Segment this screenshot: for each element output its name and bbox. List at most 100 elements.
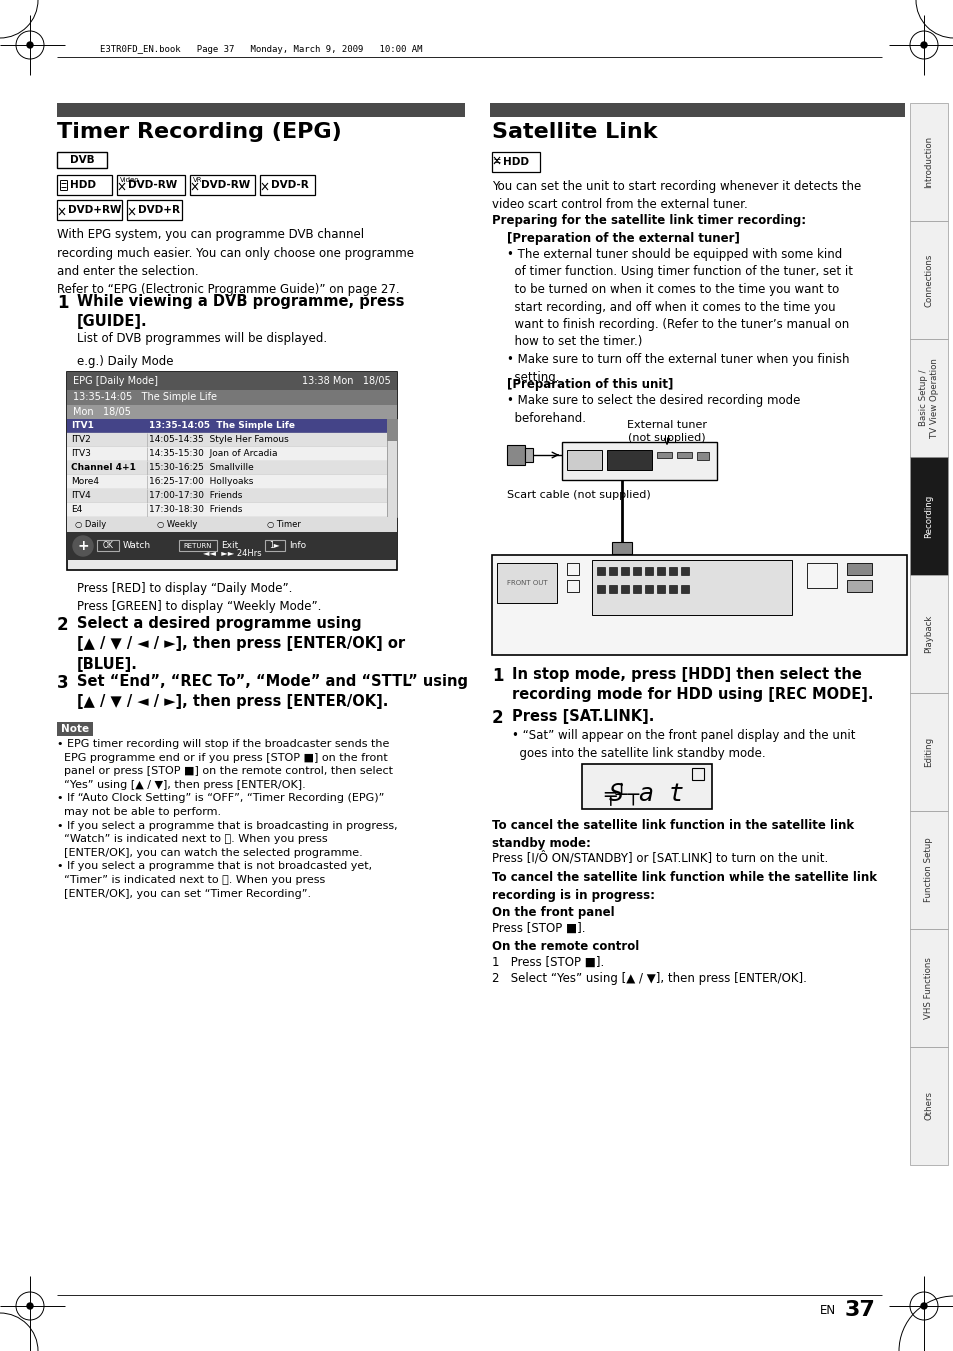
Bar xyxy=(909,693,947,811)
Bar xyxy=(67,461,387,476)
Text: 15:30-16:25  Smallville: 15:30-16:25 Smallville xyxy=(149,463,253,473)
Bar xyxy=(597,585,604,593)
Text: Recording: Recording xyxy=(923,494,933,538)
Bar xyxy=(506,444,524,465)
Bar xyxy=(657,585,664,593)
Bar xyxy=(566,563,578,576)
Bar xyxy=(490,103,904,115)
Text: S a t: S a t xyxy=(609,782,684,807)
Text: 16:25-17:00  Hollyoaks: 16:25-17:00 Hollyoaks xyxy=(149,477,253,486)
Bar xyxy=(387,419,396,440)
Text: You can set the unit to start recording whenever it detects the
video scart cont: You can set the unit to start recording … xyxy=(492,180,861,211)
Text: On the front panel: On the front panel xyxy=(492,907,614,919)
Text: 17:30-18:30  Friends: 17:30-18:30 Friends xyxy=(149,505,242,515)
Text: ○ Weekly: ○ Weekly xyxy=(157,520,197,530)
Text: More4: More4 xyxy=(71,477,99,486)
Bar xyxy=(597,567,604,576)
Text: ○ Daily: ○ Daily xyxy=(75,520,106,530)
Text: OK: OK xyxy=(103,540,113,550)
Bar xyxy=(909,929,947,1047)
Text: While viewing a DVB programme, press
[GUIDE].: While viewing a DVB programme, press [GU… xyxy=(77,295,404,330)
Text: • EPG timer recording will stop if the broadcaster sends the
  EPG programme end: • EPG timer recording will stop if the b… xyxy=(57,739,397,898)
Bar xyxy=(490,115,904,118)
Bar xyxy=(846,563,871,576)
Text: Timer Recording (EPG): Timer Recording (EPG) xyxy=(57,122,341,142)
Text: Set “End”, “REC To”, “Mode” and “STTL” using
[▲ / ▼ / ◄ / ►], then press [ENTER/: Set “End”, “REC To”, “Mode” and “STTL” u… xyxy=(77,674,468,709)
Bar xyxy=(581,765,711,809)
Text: 17:00-17:30  Friends: 17:00-17:30 Friends xyxy=(149,492,242,500)
Bar xyxy=(668,585,677,593)
Bar xyxy=(620,585,628,593)
Text: External tuner
(not supplied): External tuner (not supplied) xyxy=(626,420,706,443)
Text: Basic Setup /
TV View Operation: Basic Setup / TV View Operation xyxy=(919,358,938,438)
Bar xyxy=(668,567,677,576)
Bar xyxy=(97,540,119,551)
Bar xyxy=(57,721,92,736)
Text: To cancel the satellite link function in the satellite link
standby mode:: To cancel the satellite link function in… xyxy=(492,819,853,850)
Circle shape xyxy=(27,1302,33,1309)
Text: [Preparation of this unit]: [Preparation of this unit] xyxy=(506,378,673,390)
Text: 1: 1 xyxy=(57,295,69,312)
Text: Satellite Link: Satellite Link xyxy=(492,122,657,142)
Bar xyxy=(67,503,387,517)
Text: 37: 37 xyxy=(844,1300,875,1320)
Text: [Preparation of the external tuner]: [Preparation of the external tuner] xyxy=(506,232,740,245)
Text: DVD-R: DVD-R xyxy=(271,180,309,190)
Bar xyxy=(67,372,396,390)
Text: EN: EN xyxy=(820,1304,835,1316)
Text: 2: 2 xyxy=(57,616,69,634)
Text: Watch: Watch xyxy=(123,540,151,550)
Text: 14:05-14:35  Style Her Famous: 14:05-14:35 Style Her Famous xyxy=(149,435,289,444)
Text: Mon   18/05: Mon 18/05 xyxy=(73,407,131,417)
Text: ITV4: ITV4 xyxy=(71,492,91,500)
Bar xyxy=(909,576,947,693)
Text: Info: Info xyxy=(289,540,306,550)
Bar xyxy=(67,390,396,405)
Bar xyxy=(524,449,533,462)
Text: 1   Press [STOP ■].: 1 Press [STOP ■]. xyxy=(492,957,603,969)
Text: Connections: Connections xyxy=(923,254,933,307)
Text: • Make sure to select the desired recording mode
  beforehand.: • Make sure to select the desired record… xyxy=(506,394,800,424)
Bar xyxy=(608,567,617,576)
Bar xyxy=(67,476,387,489)
Bar xyxy=(680,585,688,593)
Text: DVD-RW: DVD-RW xyxy=(128,180,177,190)
Text: 2: 2 xyxy=(492,709,503,727)
Text: DVD-RW: DVD-RW xyxy=(201,180,250,190)
Bar xyxy=(909,1047,947,1165)
Bar xyxy=(117,176,185,195)
Bar xyxy=(67,532,396,561)
Bar xyxy=(67,517,396,532)
Bar xyxy=(697,453,708,459)
Bar xyxy=(606,450,651,470)
Bar xyxy=(67,419,387,434)
Text: 13:35-14:05  The Simple Life: 13:35-14:05 The Simple Life xyxy=(149,422,294,431)
Text: HDD: HDD xyxy=(70,180,96,190)
Bar xyxy=(909,103,947,222)
Text: ITV1: ITV1 xyxy=(71,422,93,431)
Text: 13:38 Mon   18/05: 13:38 Mon 18/05 xyxy=(302,376,391,386)
Bar xyxy=(492,153,539,172)
Text: In stop mode, press [HDD] then select the
recording mode for HDD using [REC MODE: In stop mode, press [HDD] then select th… xyxy=(512,667,873,703)
Text: ╤┴┬: ╤┴┬ xyxy=(604,782,639,805)
Text: Function Setup: Function Setup xyxy=(923,838,933,902)
Bar xyxy=(67,489,387,503)
Text: Introduction: Introduction xyxy=(923,136,933,188)
Text: e.g.) Daily Mode: e.g.) Daily Mode xyxy=(77,355,173,367)
Bar xyxy=(57,103,464,115)
Bar xyxy=(680,567,688,576)
Text: 1: 1 xyxy=(492,667,503,685)
Text: With EPG system, you can programme DVB channel
recording much easier. You can on: With EPG system, you can programme DVB c… xyxy=(57,228,414,296)
Bar xyxy=(691,767,703,780)
Text: DVB: DVB xyxy=(70,155,94,165)
Bar xyxy=(612,542,631,554)
Text: • “Sat” will appear on the front panel display and the unit
  goes into the sate: • “Sat” will appear on the front panel d… xyxy=(512,730,855,759)
Text: 1►: 1► xyxy=(270,540,280,550)
Text: 3: 3 xyxy=(57,674,69,692)
Bar xyxy=(57,200,122,220)
Text: Exit: Exit xyxy=(221,540,238,550)
Text: VR: VR xyxy=(193,177,202,182)
Text: Editing: Editing xyxy=(923,736,933,767)
Text: Select a desired programme using
[▲ / ▼ / ◄ / ►], then press [ENTER/OK] or
[BLUE: Select a desired programme using [▲ / ▼ … xyxy=(77,616,405,671)
Bar xyxy=(846,580,871,592)
